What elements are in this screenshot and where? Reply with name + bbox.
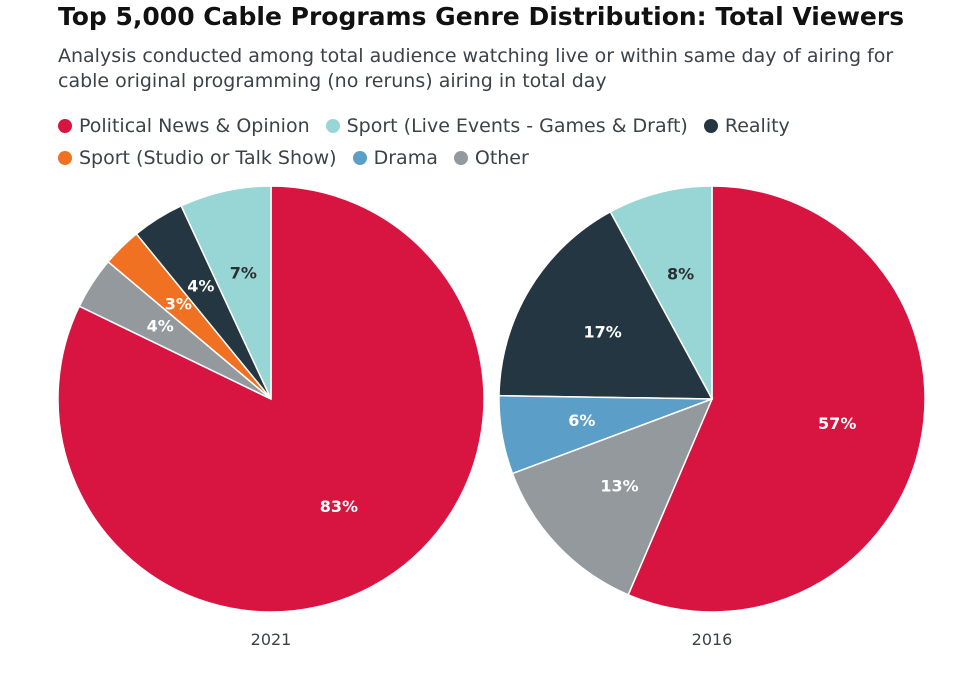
legend-row: Political News & Opinion Sport (Live Eve… — [58, 110, 938, 142]
legend-item-drama[interactable]: Drama — [352, 147, 438, 169]
legend-swatch — [703, 119, 718, 133]
legend-swatch — [325, 119, 340, 133]
legend-label: Drama — [373, 147, 438, 169]
pie-slice-sport-live-events-games-draft[interactable] — [609, 185, 713, 400]
pie-slice-political-news-opinion[interactable] — [627, 185, 926, 613]
pie-year-label: 2016 — [692, 630, 733, 649]
slice-label-reality: 4% — [187, 277, 214, 296]
legend-label: Political News & Opinion — [79, 115, 310, 137]
legend-item-sport-studio[interactable]: Sport (Studio or Talk Show) — [58, 147, 337, 169]
slice-label-drama: 6% — [568, 411, 595, 430]
legend-swatch — [58, 119, 72, 133]
pie-slice-other[interactable] — [511, 397, 714, 596]
legend-item-reality[interactable]: Reality — [703, 115, 790, 137]
slice-label-political-news-opinion: 83% — [320, 497, 358, 516]
pie-slice-other[interactable] — [78, 260, 272, 400]
pie-year-label: 2021 — [251, 630, 292, 649]
pie-slice-reality[interactable] — [498, 210, 714, 400]
slice-label-sport-live-events-games-draft: 7% — [230, 264, 257, 283]
legend-item-sport-live[interactable]: Sport (Live Events - Games & Draft) — [325, 115, 688, 137]
legend-swatch — [453, 151, 468, 165]
pie-2016: 57% 8% 17% 6% 13% 2016 — [498, 185, 926, 649]
slice-label-political-news-opinion: 57% — [818, 414, 856, 433]
legend-label: Other — [474, 147, 529, 169]
chart-subtitle: Analysis conducted among total audience … — [58, 45, 894, 92]
pie-2021: 83%7%4%3%4%2021 — [57, 185, 485, 649]
legend-label: Sport (Live Events - Games & Draft) — [346, 115, 688, 137]
legend-item-political-news[interactable]: Political News & Opinion — [58, 115, 310, 137]
chart-title: Top 5,000 Cable Programs Genre Distribut… — [58, 2, 905, 31]
legend-swatch — [58, 151, 72, 165]
legend-swatch — [352, 151, 367, 165]
legend: Political News & Opinion Sport (Live Eve… — [58, 110, 938, 174]
legend-row: Sport (Studio or Talk Show) Drama Other — [58, 142, 938, 174]
slice-label-other: 4% — [147, 317, 174, 336]
slice-label-sport-studio-or-talk-show: 3% — [165, 294, 192, 313]
slice-label-reality: 17% — [584, 322, 622, 341]
slice-label-sport-live-events-games-draft: 8% — [667, 265, 694, 284]
pie-slice-political-news-opinion[interactable] — [57, 185, 485, 613]
legend-item-other[interactable]: Other — [453, 147, 529, 169]
slice-label-other: 13% — [600, 477, 638, 496]
legend-label: Sport (Studio or Talk Show) — [79, 147, 337, 169]
legend-label: Reality — [724, 115, 790, 137]
